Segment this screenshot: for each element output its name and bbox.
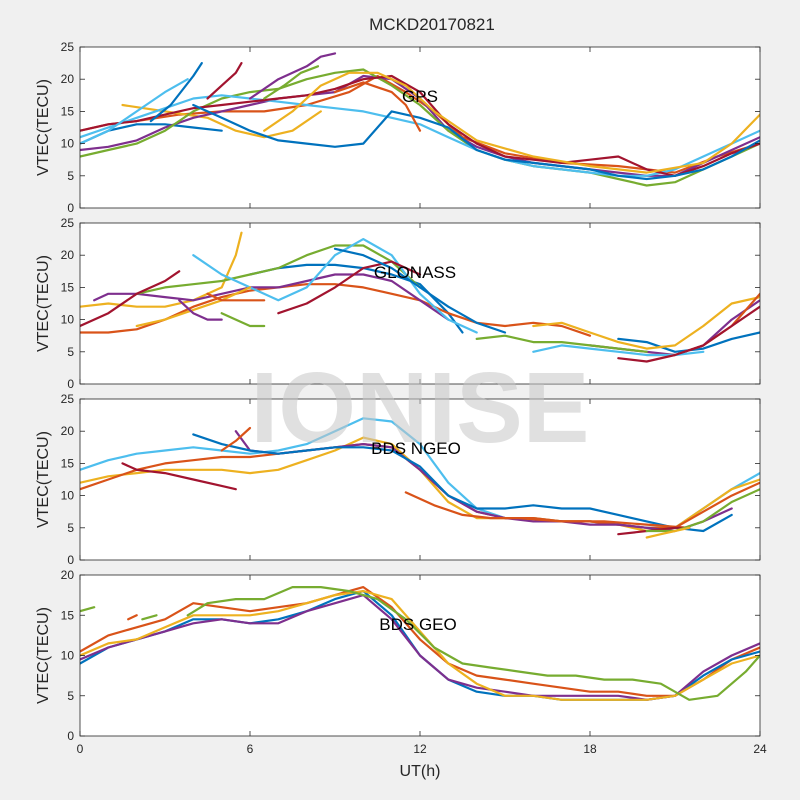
y-tick-label: 15	[61, 104, 75, 118]
series-line-6	[80, 270, 181, 328]
series-line-1	[80, 74, 760, 174]
series-line-8	[80, 78, 189, 145]
y-axis-label: VTEC(TECU)	[35, 255, 52, 352]
series-line-2	[80, 231, 243, 308]
panel-label: BDS GEO	[379, 615, 456, 634]
series-line-9	[248, 52, 337, 100]
y-tick-label: 15	[61, 608, 75, 622]
series-line-6	[127, 614, 138, 621]
series-group	[80, 586, 760, 701]
panel-3: 0 5 10 15 20 0 6 12 18 24 VTEC(TECU) BDS GEO	[35, 568, 767, 756]
y-tick-label: 20	[61, 248, 75, 262]
series-line-4	[135, 244, 422, 295]
series-line-18	[206, 292, 266, 302]
series-line-7	[141, 614, 158, 621]
y-tick-label: 5	[67, 345, 74, 359]
x-tick-label: 6	[247, 742, 254, 756]
series-line-10	[333, 81, 422, 132]
y-tick-label: 10	[61, 313, 75, 327]
y-tick-label: 5	[67, 689, 74, 703]
series-line-12	[263, 65, 320, 100]
series-line-15	[333, 247, 507, 334]
series-line-5	[121, 462, 237, 491]
y-tick-label: 10	[61, 137, 75, 151]
panel-label: GPS	[402, 87, 438, 106]
series-line-7	[404, 491, 691, 529]
x-tick-label: 0	[77, 742, 84, 756]
series-line-5	[192, 238, 478, 334]
series-line-7	[192, 103, 760, 181]
panel-label: BDS NGEO	[371, 439, 461, 458]
y-tick-label: 20	[61, 568, 75, 582]
series-line-5	[80, 94, 760, 177]
y-axis-label: VTEC(TECU)	[35, 607, 52, 704]
series-line-12	[475, 334, 648, 353]
series-line-14	[263, 71, 760, 174]
y-tick-label: 20	[61, 72, 75, 86]
series-line-6	[80, 74, 760, 177]
series-line-19	[220, 312, 266, 328]
series-group	[80, 417, 760, 539]
x-tick-label: 24	[753, 742, 767, 756]
series-line-0	[80, 586, 760, 697]
y-tick-label: 10	[61, 489, 75, 503]
y-tick-label: 15	[61, 456, 75, 470]
series-group	[80, 231, 760, 363]
y-tick-label: 25	[61, 40, 75, 54]
y-tick-label: 10	[61, 649, 75, 663]
panel-0: 0 5 10 15 20 25 VTEC(TECU) GPS	[35, 40, 761, 215]
x-tick-label: 18	[583, 742, 597, 756]
x-axis-label: UT(h)	[400, 763, 441, 780]
y-axis-label: VTEC(TECU)	[35, 79, 52, 176]
y-tick-label: 0	[67, 729, 74, 743]
series-line-4	[192, 433, 733, 533]
series-line-11	[149, 62, 203, 123]
series-line-3	[93, 273, 450, 321]
series-line-6	[220, 426, 252, 452]
panel-1: 0 5 10 15 20 25 VTEC(TECU) GLONASS	[35, 216, 761, 391]
y-tick-label: 0	[67, 377, 74, 391]
panels-group: 0 5 10 15 20 25 VTEC(TECU) GPS 0 5 10 15 20 25 VTEC(TE…	[35, 40, 767, 756]
x-tick-label: 12	[413, 742, 427, 756]
series-line-5	[80, 606, 96, 613]
y-tick-label: 5	[67, 169, 74, 183]
y-tick-label: 25	[61, 392, 75, 406]
watermark-text: IONISE	[251, 352, 590, 464]
series-line-9	[532, 296, 760, 350]
series-line-9	[645, 488, 760, 533]
series-line-2	[121, 103, 322, 139]
series-line-7	[277, 260, 422, 315]
series-line-10	[645, 526, 691, 539]
y-tick-label: 15	[61, 280, 75, 294]
chart-title: MCKD20170821	[369, 15, 495, 34]
y-tick-label: 0	[67, 553, 74, 567]
series-group	[80, 52, 760, 187]
series-line-13	[206, 62, 243, 100]
series-line-3	[80, 590, 760, 701]
series-line-4	[80, 68, 760, 187]
y-tick-label: 25	[61, 216, 75, 230]
panel-label: GLONASS	[374, 263, 456, 282]
y-tick-label: 20	[61, 424, 75, 438]
series-line-14	[617, 305, 760, 363]
series-line-17	[178, 299, 223, 321]
y-axis-label: VTEC(TECU)	[35, 431, 52, 528]
series-line-4	[186, 586, 760, 701]
panel-2: 0 5 10 15 20 25 VTEC(TECU) BDS NGEO	[35, 392, 761, 567]
plot-area	[80, 223, 760, 384]
y-tick-label: 5	[67, 521, 74, 535]
series-line-16	[135, 286, 252, 328]
y-tick-label: 0	[67, 201, 74, 215]
